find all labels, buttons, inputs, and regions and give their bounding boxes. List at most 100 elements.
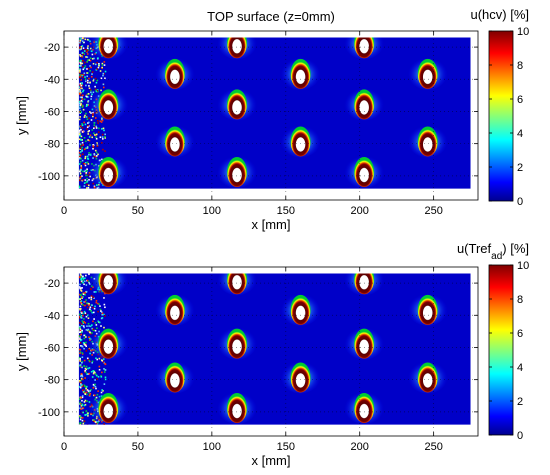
hotspot-core — [98, 328, 119, 359]
colorbar-tick-label: 0 — [517, 196, 523, 208]
x-axis-label: x [mm] — [252, 217, 291, 232]
hotspot — [216, 390, 257, 425]
axes-box — [63, 266, 479, 437]
axes-box — [63, 30, 479, 201]
hotspot-core — [354, 157, 375, 188]
x-tick-label: 150 — [277, 205, 295, 217]
hotspot — [407, 55, 448, 90]
hotspot — [344, 154, 385, 189]
hotspot-core — [417, 294, 438, 325]
hotspot-core — [164, 126, 185, 157]
hotspot — [216, 325, 257, 360]
colorbar-tick-label: 0 — [517, 430, 523, 442]
hotspot-core — [164, 58, 185, 89]
hotspot-core — [354, 37, 375, 59]
hotspot-core — [226, 37, 247, 59]
colorbar-tick-label: 4 — [517, 128, 523, 140]
y-tick-label: -100 — [38, 171, 60, 183]
edge-noise — [78, 37, 107, 189]
hotspot-core — [98, 393, 119, 424]
hotspot — [344, 390, 385, 425]
hotspot — [216, 273, 257, 296]
hotspot-core — [290, 126, 311, 157]
hotspot-core — [164, 362, 185, 393]
x-tick-label: 200 — [351, 205, 369, 217]
hotspot-core — [417, 126, 438, 157]
tick-marks — [63, 31, 478, 200]
hotspot — [154, 55, 195, 90]
x-tick-label: 150 — [277, 441, 295, 453]
x-tick-label: 100 — [203, 205, 221, 217]
hotspot-core — [417, 362, 438, 393]
x-axis-label: x [mm] — [252, 453, 291, 468]
hotspot — [407, 359, 448, 394]
x-tick-label: 0 — [61, 441, 67, 453]
hotspot — [154, 359, 195, 394]
y-tick-label: -20 — [44, 42, 60, 54]
y-tick-label: -40 — [44, 310, 60, 322]
colorbar-label: u(hcv) [%] — [470, 7, 529, 22]
x-tick-label: 50 — [132, 441, 144, 453]
hotspot — [344, 37, 385, 60]
hotspot-core — [98, 89, 119, 120]
field-background — [78, 37, 471, 189]
hotspot — [280, 359, 321, 394]
y-tick-label: -60 — [44, 106, 60, 118]
grid — [63, 31, 478, 200]
hotspot — [216, 154, 257, 189]
colorbar-tick-label: 2 — [517, 162, 523, 174]
hotspot — [88, 325, 129, 360]
hotspot — [407, 291, 448, 326]
hotspot — [280, 123, 321, 158]
hotspot — [344, 325, 385, 360]
hotspot-core — [354, 273, 375, 295]
chart-title: TOP surface (z=0mm) — [207, 9, 335, 24]
colorbar-gradient — [488, 30, 514, 202]
y-tick-label: -80 — [44, 139, 60, 151]
hotspot — [88, 390, 129, 425]
hotspot-core — [226, 89, 247, 120]
y-tick-label: -80 — [44, 375, 60, 387]
x-tick-label: 50 — [132, 205, 144, 217]
colorbar-tick-label: 6 — [517, 94, 523, 106]
hotspot-core — [98, 157, 119, 188]
hotspot-core — [354, 393, 375, 424]
hotspot-core — [290, 362, 311, 393]
hotspot — [216, 86, 257, 121]
hotspot-core — [164, 294, 185, 325]
colorbar-tick-label: 10 — [517, 26, 529, 38]
colorbar-tick-label: 6 — [517, 328, 523, 340]
y-axis-label: y [mm] — [14, 332, 29, 371]
hotspot — [154, 123, 195, 158]
hotspot — [280, 291, 321, 326]
hotspot — [88, 86, 129, 121]
colorbar-tick-label: 8 — [517, 294, 523, 306]
y-tick-label: -20 — [44, 278, 60, 290]
hotspot-core — [226, 273, 247, 295]
x-tick-label: 250 — [424, 205, 442, 217]
hotspot-core — [226, 393, 247, 424]
x-tick-label: 0 — [61, 205, 67, 217]
hotspot-core — [417, 58, 438, 89]
x-tick-label: 250 — [424, 441, 442, 453]
y-tick-label: -60 — [44, 342, 60, 354]
hotspot — [216, 37, 257, 60]
hotspot-core — [98, 37, 119, 59]
hotspot — [88, 273, 129, 296]
colorbar-tick-label: 4 — [517, 362, 523, 374]
hotspot-core — [226, 328, 247, 359]
x-tick-label: 200 — [351, 441, 369, 453]
y-tick-label: -100 — [38, 407, 60, 419]
hotspot-core — [290, 294, 311, 325]
colorbar: 0 2 4 6 8 10 u(hcv) [%] — [470, 7, 529, 208]
hotspot — [88, 37, 129, 60]
y-tick-label: -40 — [44, 74, 60, 86]
x-tick-label: 100 — [203, 441, 221, 453]
colorbar-tick-label: 2 — [517, 396, 523, 408]
colorbar-tick-label: 10 — [517, 260, 529, 272]
colorbar-label: u(Trefad) [%] — [457, 241, 529, 262]
hotspot-core — [226, 157, 247, 188]
